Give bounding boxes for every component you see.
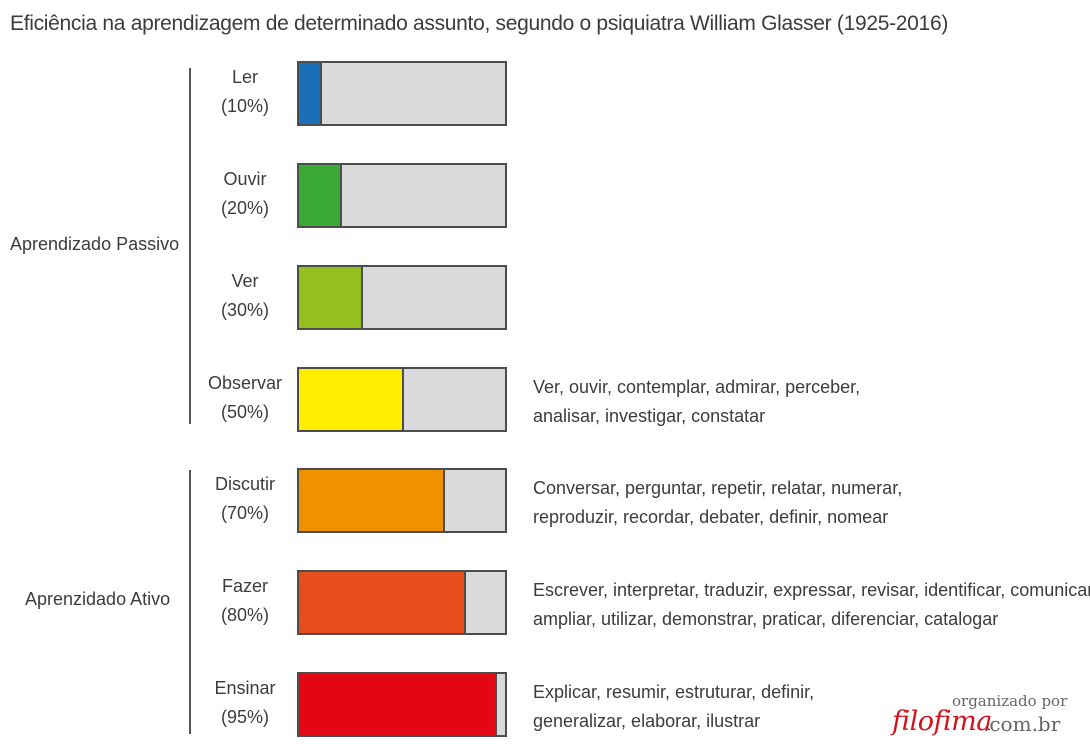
category-name: Fazer (221, 576, 268, 596)
bar-fill (299, 572, 466, 633)
category-percent: (70%) (220, 503, 269, 523)
bar-description: Ver, ouvir, contemplar, admirar, percebe… (533, 373, 860, 431)
bar-description: Escrever, interpretar, traduzir, express… (533, 576, 1090, 634)
bar-row: Discutir (70%) Conversar, perguntar, repet… (0, 468, 1090, 533)
category-name: Ouvir (223, 169, 267, 189)
category-percent: (80%) (220, 605, 269, 625)
credit-domain: .com.br (983, 712, 1061, 736)
category-percent: (30%) (220, 300, 269, 320)
description-line: Ver, ouvir, contemplar, admirar, percebe… (533, 377, 861, 397)
description-line: reproduzir, recordar, debater, definir, … (533, 507, 889, 527)
description-line: Conversar, perguntar, repetir, relatar, … (533, 478, 903, 498)
bar-track (297, 570, 507, 635)
group-label-passive: Aprendizado Passivo (10, 234, 180, 254)
description-line: Escrever, interpretar, traduzir, express… (533, 580, 1090, 600)
bar-category-label: Ler (10%) (195, 63, 295, 121)
bar-description: Conversar, perguntar, repetir, relatar, … (533, 474, 902, 532)
bar-fill (299, 267, 363, 328)
description-line: Explicar, resumir, estruturar, definir, (533, 682, 815, 702)
bar-row: Ver (30%) (0, 265, 1090, 330)
description-line: generalizar, elaborar, ilustrar (533, 711, 761, 731)
bar-row: Ouvir (20%) (0, 163, 1090, 228)
group-label-active: Aprenzidado Ativo (25, 589, 171, 609)
bar-track (297, 61, 507, 126)
bar-track (297, 672, 507, 737)
bar-row: Observar (50%) Ver, ouvir, contemplar, adm… (0, 367, 1090, 432)
passive-group-bracket (189, 68, 191, 424)
category-name: Ler (231, 67, 258, 87)
credit-brand-logo: filofima (892, 706, 992, 737)
credit-prefix: organizado por (952, 692, 1068, 710)
category-percent: (20%) (220, 198, 269, 218)
bar-track (297, 265, 507, 330)
bar-fill (299, 63, 322, 124)
bar-category-label: Fazer (80%) (195, 572, 295, 630)
bar-category-label: Ensinar (95%) (195, 674, 295, 732)
bar-row: Ler (10%) (0, 61, 1090, 126)
credit: organizado por filofima .com.br (890, 692, 1070, 744)
bar-track (297, 468, 507, 533)
bar-category-label: Discutir (70%) (195, 470, 295, 528)
category-percent: (95%) (220, 707, 269, 727)
category-percent: (50%) (220, 402, 269, 422)
active-group-bracket (189, 470, 191, 734)
category-name: Observar (207, 373, 283, 393)
bar-category-label: Ver (30%) (195, 267, 295, 325)
category-name: Discutir (214, 474, 275, 494)
bar-track (297, 367, 507, 432)
bar-fill (299, 470, 445, 531)
bar-category-label: Observar (50%) (195, 369, 295, 427)
chart-title: Eficiência na aprendizagem de determinad… (10, 12, 949, 35)
bar-category-label: Ouvir (20%) (195, 165, 295, 223)
bar-fill (299, 165, 342, 226)
category-name: Ensinar (214, 678, 276, 698)
bar-fill (299, 674, 497, 735)
bar-fill (299, 369, 404, 430)
category-name: Ver (231, 271, 259, 291)
bar-description: Explicar, resumir, estruturar, definir, g… (533, 678, 814, 736)
category-percent: (10%) (220, 96, 269, 116)
description-line: ampliar, utilizar, demonstrar, praticar,… (533, 609, 999, 629)
bar-row: Ensinar (95%) Explicar, resumir, estrutura… (0, 672, 1090, 737)
description-line: analisar, investigar, constatar (533, 406, 766, 426)
bar-track (297, 163, 507, 228)
bar-row: Fazer (80%) Escrever, interpretar, traduzi… (0, 570, 1090, 635)
